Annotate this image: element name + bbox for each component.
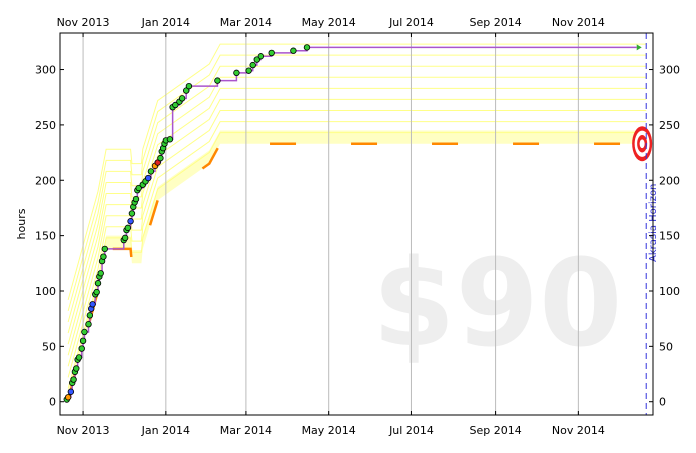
- y-axis-right: 0 50 100 150 200 250 300: [649, 64, 680, 409]
- y-tick-label: 250: [35, 119, 56, 132]
- x-tick-label: Jul 2014: [388, 16, 434, 29]
- datapoints: [63, 44, 311, 403]
- x-tick-label: Nov 2013: [57, 16, 110, 29]
- y-tick-label: 200: [659, 174, 680, 187]
- datapoint: [127, 218, 134, 225]
- datapoint: [67, 388, 75, 395]
- x-tick-label: Jul 2014: [388, 424, 434, 437]
- datapoint: [290, 47, 297, 54]
- datapoint: [157, 154, 164, 162]
- y-axis-title: hours: [15, 208, 28, 239]
- y-tick-label: 150: [659, 230, 680, 243]
- road-lane-line: [67, 54, 647, 312]
- datapoint: [93, 288, 100, 296]
- x-tick-label: Nov 2013: [57, 424, 110, 437]
- y-tick-label: 0: [659, 396, 666, 409]
- datapoint: [86, 312, 94, 319]
- datapoint: [145, 174, 152, 182]
- datapoint: [73, 365, 80, 372]
- datapoint: [135, 184, 142, 192]
- datapoint: [128, 210, 136, 217]
- road-lane-line: [67, 121, 647, 378]
- y-tick-label: 200: [35, 174, 56, 187]
- datapoint: [124, 224, 132, 232]
- x-tick-label: Jan 2014: [141, 16, 190, 29]
- datapoint: [147, 168, 155, 175]
- datapoint: [100, 253, 107, 260]
- y-tick-label: 50: [659, 340, 673, 353]
- datapoint: [214, 77, 221, 84]
- datapoint: [97, 270, 104, 277]
- datapoint: [166, 136, 174, 143]
- datapoint: [185, 82, 193, 90]
- datapoint: [79, 337, 87, 345]
- target-ring: [639, 139, 645, 149]
- akrasia-horizon: Akrasia Horizon: [645, 33, 659, 415]
- datapoint: [268, 49, 275, 57]
- datapoint: [303, 44, 311, 51]
- datapoint: [121, 234, 129, 242]
- datapoint: [233, 69, 240, 77]
- road-lane-line: [67, 43, 647, 300]
- road-lane-line: [67, 98, 647, 356]
- x-tick-label: Jan 2014: [141, 424, 190, 437]
- x-tick-label: May 2014: [302, 16, 356, 29]
- y-tick-label: 50: [42, 340, 56, 353]
- datapoint: [81, 328, 88, 336]
- goal-target-icon: [632, 126, 653, 162]
- y-tick-label: 0: [49, 396, 56, 409]
- y-tick-label: 100: [35, 285, 56, 298]
- x-axis-top: Nov 2013 Jan 2014 Mar 2014 May 2014 Jul 2014…: [57, 16, 605, 37]
- x-tick-label: Sep 2014: [469, 424, 521, 437]
- x-tick-label: Nov 2014: [552, 424, 605, 437]
- datapoint: [132, 195, 140, 203]
- road-lane-line: [67, 110, 647, 367]
- datapoint: [245, 67, 252, 74]
- road-lane-line: [67, 132, 647, 389]
- datapoint: [64, 394, 72, 401]
- datapoint: [94, 280, 102, 287]
- x-tick-label: Sep 2014: [469, 16, 521, 29]
- datapoint: [70, 376, 77, 383]
- arrow-icon: [636, 44, 642, 51]
- x-tick-label: Mar 2014: [220, 424, 272, 437]
- datapoint: [85, 321, 92, 328]
- y-tick-label: 100: [659, 285, 680, 298]
- y-tick-label: 250: [659, 119, 680, 132]
- horizon-label: Akrasia Horizon: [648, 184, 659, 262]
- datapoint: [178, 95, 186, 102]
- y-tick-label: 300: [35, 64, 56, 77]
- road-lane-line: [67, 87, 647, 345]
- x-tick-label: Nov 2014: [552, 16, 605, 29]
- x-tick-label: Mar 2014: [220, 16, 272, 29]
- x-axis-bottom: Nov 2013 Jan 2014 Mar 2014 May 2014 Jul 2014…: [57, 411, 605, 437]
- y-axis-left: 0 50 100 150 200 250 300: [35, 64, 64, 409]
- plot-frame: [59, 32, 654, 416]
- datapoint: [89, 301, 96, 308]
- datapoint: [249, 61, 256, 69]
- datapoint: [253, 56, 260, 63]
- y-tick-label: 300: [659, 64, 680, 77]
- y-tick-label: 150: [35, 230, 56, 243]
- datapoint: [78, 345, 85, 352]
- datapoint: [75, 354, 83, 361]
- datapoint: [257, 53, 265, 60]
- x-tick-label: May 2014: [302, 424, 356, 437]
- datapoint: [101, 245, 108, 253]
- datapoint: [172, 101, 179, 109]
- pledge-watermark: $90: [372, 235, 623, 374]
